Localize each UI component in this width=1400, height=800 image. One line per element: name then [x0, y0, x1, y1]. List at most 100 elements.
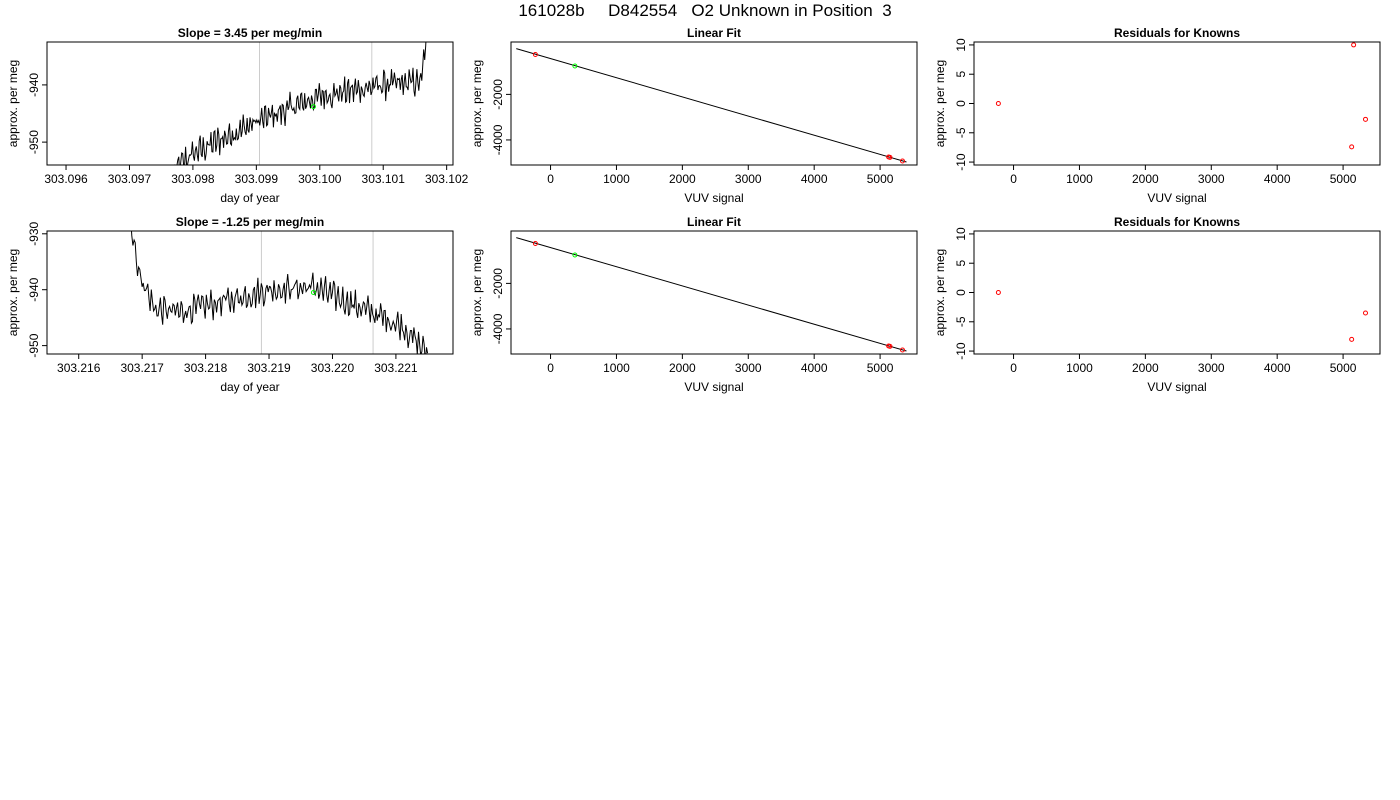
y-axis-label: approx. per meg — [933, 249, 947, 336]
y-tick-label: 5 — [954, 71, 968, 78]
chart-slope-1: Slope = 3.45 per meg/min 303.096 303.097 30… — [6, 26, 469, 205]
x-tick-label: 1000 — [603, 172, 630, 186]
plot-frame — [973, 41, 1381, 166]
known-point — [887, 343, 893, 349]
known-point — [900, 347, 905, 353]
unknown-point — [310, 104, 316, 110]
y-tick-label: -4000 — [491, 124, 505, 155]
x-tick-label: 303.220 — [311, 361, 355, 375]
plot-area — [516, 237, 907, 353]
x-tick-label: 5000 — [867, 361, 894, 375]
y-tick-label: -5 — [954, 127, 968, 138]
y-tick-label: 0 — [954, 289, 968, 296]
y-tick-label: -2000 — [491, 268, 505, 299]
plot-title: Slope = -1.25 per meg/min — [176, 215, 324, 229]
plot-area — [516, 48, 907, 164]
x-tick-label: 303.219 — [247, 361, 291, 375]
plot-area — [995, 225, 1368, 342]
x-tick-label: 303.097 — [108, 172, 152, 186]
y-tick-label: 10 — [954, 227, 968, 241]
unknown-point — [572, 63, 578, 69]
x-tick-label: 2000 — [1132, 172, 1159, 186]
y-tick-label: -950 — [27, 333, 41, 357]
x-tick-label: 303.096 — [44, 172, 88, 186]
y-tick-label: -950 — [27, 130, 41, 154]
plot-title: Linear Fit — [687, 215, 741, 229]
known-point — [1349, 336, 1355, 342]
y-tick-label: -940 — [27, 73, 41, 97]
x-tick-label: 303.099 — [235, 172, 279, 186]
x-tick-label: 5000 — [867, 172, 894, 186]
chart-residuals-1: Residuals for Knowns 0 1000 2000 3000 4000 500… — [933, 26, 1381, 205]
x-tick-label: 4000 — [801, 172, 828, 186]
x-axis-label: day of year — [220, 380, 279, 394]
x-tick-label: 4000 — [1264, 172, 1291, 186]
x-tick-label: 303.218 — [184, 361, 228, 375]
page-title: 161028b D842554 O2 Unknown in Position 3 — [518, 1, 892, 20]
known-point — [532, 240, 538, 246]
x-tick-label: 3000 — [1198, 172, 1225, 186]
x-tick-label: 0 — [547, 172, 554, 186]
known-point — [995, 101, 1001, 106]
x-tick-label: 3000 — [735, 172, 762, 186]
plot-title: Slope = 3.45 per meg/min — [178, 26, 322, 40]
known-point — [995, 290, 1001, 295]
chart-linear-fit-1: Linear Fit 0 1000 2000 3000 4000 5000 VUV signa… — [470, 26, 918, 205]
known-point — [1351, 42, 1357, 48]
x-tick-label: 2000 — [669, 172, 696, 186]
x-tick-label: 3000 — [1198, 361, 1225, 375]
known-point — [1363, 310, 1368, 316]
x-tick-label: 0 — [547, 361, 554, 375]
x-tick-label: 303.101 — [362, 172, 406, 186]
known-point — [1363, 116, 1368, 122]
chart-residuals-2: Residuals for Knowns 0 1000 2000 3000 4000 500… — [933, 215, 1381, 394]
x-tick-label: 2000 — [1132, 361, 1159, 375]
x-tick-label: 303.098 — [171, 172, 215, 186]
y-tick-label: 0 — [954, 100, 968, 107]
x-axis-label: VUV signal — [684, 380, 743, 394]
x-tick-label: 4000 — [1264, 361, 1291, 375]
y-tick-label: -2000 — [491, 79, 505, 110]
known-point — [1349, 144, 1355, 150]
plot-frame — [46, 230, 454, 355]
y-axis-label: approx. per meg — [6, 249, 20, 336]
chart-slope-2: Slope = -1.25 per meg/min 303.216 303.217 3… — [6, 215, 454, 394]
y-tick-label: 5 — [954, 260, 968, 267]
x-tick-label: 5000 — [1330, 172, 1357, 186]
plot-area — [130, 231, 429, 354]
known-point — [887, 154, 893, 160]
known-point — [1352, 225, 1356, 229]
x-tick-label: 303.100 — [298, 172, 342, 186]
plot-title: Residuals for Knowns — [1114, 26, 1240, 40]
unknown-point — [310, 290, 316, 295]
plot-area — [995, 42, 1368, 150]
plot-frame — [973, 230, 1381, 355]
y-tick-label: -10 — [954, 342, 968, 360]
x-tick-label: 0 — [1010, 172, 1017, 186]
signal-trace — [130, 231, 429, 354]
x-tick-label: 303.102 — [425, 172, 469, 186]
fit-line — [516, 237, 907, 352]
y-tick-label: -5 — [954, 316, 968, 327]
y-tick-label: 10 — [954, 38, 968, 52]
x-axis-label: VUV signal — [1147, 380, 1206, 394]
x-axis-label: VUV signal — [1147, 191, 1206, 205]
x-tick-label: 3000 — [735, 361, 762, 375]
known-point — [532, 51, 538, 57]
plot-frame — [510, 41, 918, 166]
y-tick-label: -930 — [27, 221, 41, 245]
x-axis-label: day of year — [220, 191, 279, 205]
y-axis-label: approx. per meg — [933, 60, 947, 147]
y-axis-label: approx. per meg — [470, 60, 484, 147]
x-tick-label: 0 — [1010, 361, 1017, 375]
x-tick-label: 5000 — [1330, 361, 1357, 375]
y-axis-label: approx. per meg — [6, 60, 20, 147]
x-tick-label: 1000 — [603, 361, 630, 375]
x-tick-label: 303.216 — [57, 361, 101, 375]
x-tick-label: 4000 — [801, 361, 828, 375]
y-tick-label: -10 — [954, 153, 968, 171]
chart-linear-fit-2: Linear Fit 0 1000 2000 3000 4000 5000 VUV signa… — [470, 215, 918, 394]
plot-frame — [510, 230, 918, 355]
x-tick-label: 303.217 — [120, 361, 164, 375]
